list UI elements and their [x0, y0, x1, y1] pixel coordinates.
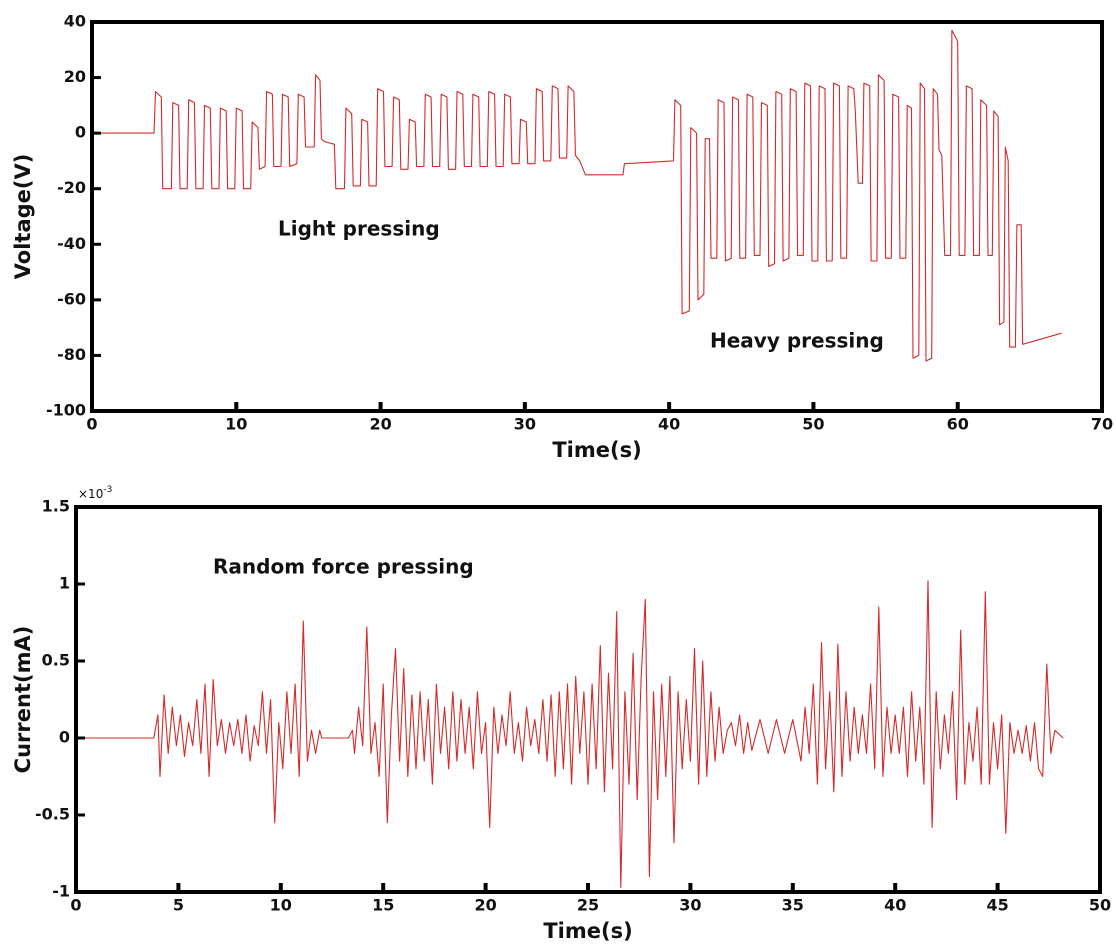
x-tick-label: 70	[1091, 415, 1113, 434]
x-axis-title: Time(s)	[543, 919, 632, 943]
y-tick-label: -0.5	[35, 805, 70, 824]
y-tick-label: -100	[46, 401, 86, 420]
annotation: Heavy pressing	[710, 329, 884, 353]
x-tick-label: 50	[1089, 896, 1111, 915]
x-tick-label: 35	[782, 896, 804, 915]
x-tick-label: 50	[802, 415, 824, 434]
data-line	[92, 29, 1062, 362]
x-tick-label: 0	[86, 415, 97, 434]
y-tick-label: -1	[52, 882, 70, 901]
y-tick-label: 0.5	[42, 651, 70, 670]
x-tick-label: 40	[658, 415, 680, 434]
annotation: Light pressing	[278, 217, 440, 241]
data-line	[76, 580, 1064, 888]
x-tick-label: 25	[577, 896, 599, 915]
x-tick-label: 0	[70, 896, 81, 915]
x-tick-label: 20	[369, 415, 391, 434]
y-tick-label: -40	[57, 234, 86, 253]
y-axis-title: Current(mA)	[11, 626, 35, 774]
x-tick-label: 5	[173, 896, 184, 915]
annotation: Random force pressing	[213, 555, 474, 579]
x-tick-label: 10	[225, 415, 247, 434]
y-tick-label: 20	[64, 67, 86, 86]
y-axis-title: Voltage(V)	[11, 154, 35, 280]
y-tick-label: -60	[57, 289, 86, 308]
y-tick-label: 0	[75, 123, 86, 142]
x-tick-label: 45	[986, 896, 1008, 915]
exponent-power: -3	[103, 485, 112, 495]
x-tick-label: 15	[372, 896, 394, 915]
y-tick-label: 0	[59, 728, 70, 747]
x-tick-label: 60	[947, 415, 969, 434]
x-tick-label: 30	[514, 415, 536, 434]
y-tick-label: 1.5	[42, 497, 70, 516]
y-tick-label: 1	[59, 574, 70, 593]
y-tick-label: 40	[64, 12, 86, 31]
y-tick-label: -80	[57, 345, 86, 364]
y-tick-label: -20	[57, 178, 86, 197]
axis-exponent: ×10-3	[78, 485, 112, 501]
x-tick-label: 30	[679, 896, 701, 915]
x-tick-label: 10	[270, 896, 292, 915]
x-axis-title: Time(s)	[552, 438, 641, 462]
exponent-base: ×10	[78, 487, 103, 501]
x-tick-label: 40	[884, 896, 906, 915]
plot-frame	[90, 20, 1104, 413]
x-tick-label: 20	[474, 896, 496, 915]
